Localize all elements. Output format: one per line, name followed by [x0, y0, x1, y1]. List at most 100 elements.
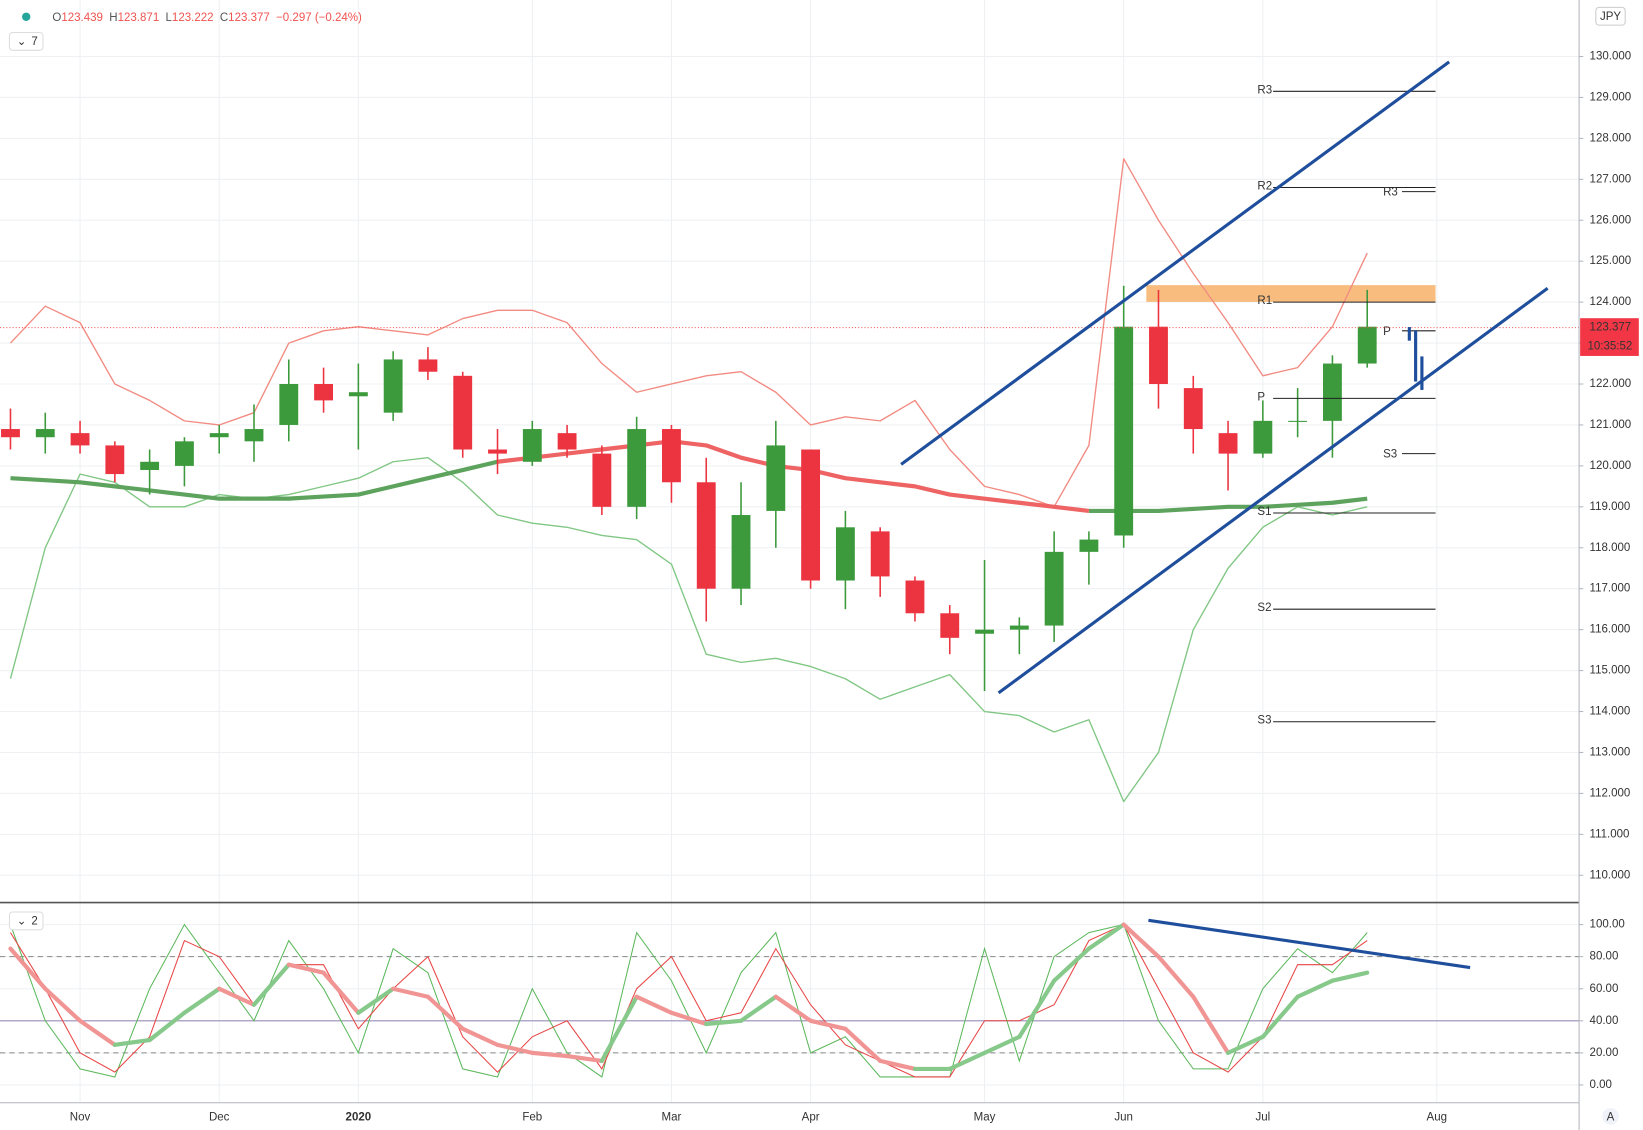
- candle-body: [418, 359, 438, 372]
- candle-body: [174, 441, 194, 466]
- x-tick-label: Dec: [209, 1111, 230, 1123]
- candle-body: [1079, 539, 1099, 552]
- oscillator-segment: [321, 970, 361, 1015]
- x-tick-label: Nov: [70, 1111, 91, 1123]
- oscillator-segment: [77, 1018, 117, 1047]
- oscillator-segment: [1260, 994, 1300, 1039]
- y-tick-label: 125.000: [1590, 255, 1632, 267]
- candle-body: [835, 527, 855, 581]
- oscillator-segment: [1052, 946, 1092, 983]
- ohlc-value: 123.222: [172, 12, 214, 24]
- candle-body: [766, 445, 786, 511]
- oscillator-segment: [808, 1018, 848, 1031]
- x-tick-label: May: [974, 1111, 996, 1123]
- oscillator-segment: [878, 1058, 918, 1072]
- oscillator-segment: [669, 1010, 709, 1027]
- candle-body: [1, 429, 20, 438]
- candle-body: [905, 580, 925, 614]
- grid: [0, 0, 1580, 1103]
- oscillator-segment: [1330, 970, 1370, 983]
- candle-body: [1322, 363, 1342, 421]
- indicator-toggle[interactable]: [8, 31, 44, 51]
- oscillator-line: [10, 923, 1368, 1078]
- y-tick-label: 130.000: [1590, 51, 1632, 63]
- y-tick-label: 112.000: [1590, 787, 1631, 799]
- candle-body: [1357, 326, 1377, 364]
- y-tick-label: 60.00: [1590, 983, 1619, 995]
- candle-body: [975, 629, 994, 634]
- ohlc-change: −0.297 (−0.24%): [276, 12, 362, 24]
- auto-scale-button[interactable]: [1602, 1107, 1619, 1125]
- chevron: ⌄: [17, 36, 27, 48]
- currency: JPY: [1600, 11, 1621, 23]
- auto-scale-label: A: [1607, 1111, 1615, 1123]
- candle-body: [314, 384, 334, 401]
- candle-body: [70, 433, 90, 446]
- trend-line: [900, 60, 1451, 466]
- ohlc-key: O: [52, 12, 61, 24]
- candle-body: [662, 429, 681, 483]
- chevron: ⌄: [17, 915, 27, 927]
- oscillator-segment: [1225, 1034, 1265, 1055]
- pivot-label: R2: [1257, 180, 1272, 192]
- resistance-zone: [1146, 285, 1436, 302]
- trend-line: [997, 286, 1549, 695]
- candle-body: [383, 359, 403, 413]
- y-tick-label: 113.000: [1590, 747, 1631, 759]
- oscillator-segment: [43, 986, 83, 1023]
- candle-body: [731, 515, 751, 589]
- ohlc-values: O123.439 H123.871 L123.222 C123.377 −0.297 (…: [52, 12, 362, 24]
- candle-body: [1044, 551, 1064, 626]
- oscillator-segment: [286, 962, 326, 975]
- candle-body: [348, 392, 368, 397]
- y-tick-label: 118.000: [1590, 542, 1631, 554]
- y-tick-label: 115.000: [1590, 665, 1631, 677]
- candle-body: [140, 461, 160, 470]
- y-tick-label: 120.000: [1590, 460, 1632, 472]
- candle-body: [1149, 326, 1168, 385]
- pivot-label: S2: [1257, 602, 1271, 614]
- candle-body: [1218, 433, 1238, 454]
- oscillator-segment: [147, 1010, 187, 1043]
- y-tick-label: 40.00: [1590, 1015, 1619, 1027]
- candle-body: [870, 531, 890, 577]
- oscillator-segment: [425, 994, 465, 1031]
- plot: R3 R2 R1 P S1 S2 S3 R3 P S3: [0, 84, 1580, 1078]
- legend-header: O123.439 H123.871 L123.222 C123.377 −0.297 (…: [8, 6, 1626, 1125]
- ohlc-value: 123.439: [61, 12, 103, 24]
- oscillator-segment: [1086, 922, 1126, 951]
- candle-body: [453, 375, 473, 450]
- y-tick-label: 0.00: [1590, 1079, 1612, 1091]
- candle-body: [105, 445, 125, 475]
- ohlc-key: C: [220, 12, 228, 24]
- divergence-line: [1148, 918, 1471, 970]
- y-tick-label: 124.000: [1590, 296, 1632, 308]
- oscillator-segment: [843, 1026, 883, 1063]
- indicator-toggle[interactable]: [8, 911, 44, 931]
- x-tick-label: Aug: [1427, 1111, 1447, 1123]
- x-tick-label: Feb: [522, 1111, 542, 1123]
- oscillator-segment: [773, 994, 813, 1023]
- pivot-label: P: [1383, 326, 1391, 338]
- oscillator-segment: [1156, 954, 1196, 999]
- indicator-line: [10, 459, 1368, 514]
- indicator-line: [497, 439, 1090, 513]
- candle-body: [801, 449, 821, 581]
- oscillator-segment: [182, 986, 222, 1015]
- y-tick-label: 117.000: [1590, 583, 1631, 595]
- pivot-label: S3: [1257, 715, 1271, 727]
- candle-body: [488, 449, 507, 454]
- candle-body: [696, 482, 716, 589]
- ohlc-value: 123.871: [118, 12, 160, 24]
- currency-badge[interactable]: [1595, 6, 1626, 26]
- candle-body: [1009, 625, 1029, 630]
- price-tag: [1580, 318, 1639, 356]
- candle-body: [1288, 420, 1308, 422]
- candle-body: [940, 613, 960, 638]
- oscillator-segment: [460, 1026, 500, 1047]
- candle-body: [592, 453, 612, 507]
- pivot-label: S1: [1257, 506, 1271, 518]
- oscillator-segment: [634, 994, 674, 1015]
- oscillator-segment: [947, 1050, 987, 1072]
- x-tick-label: Mar: [662, 1111, 682, 1123]
